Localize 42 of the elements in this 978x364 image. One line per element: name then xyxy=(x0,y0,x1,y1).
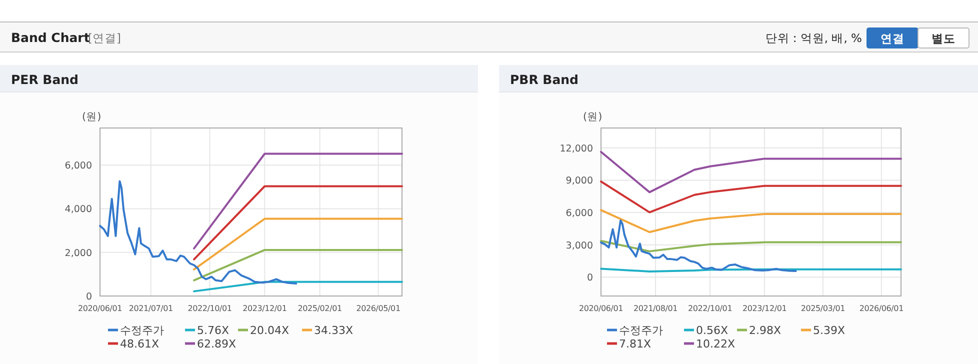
x-tick-label: 2022/10/01 xyxy=(188,304,232,313)
text: [연결] xyxy=(88,31,121,45)
legend-label: 2.98X xyxy=(749,324,782,337)
y-tick-label: 2,000 xyxy=(64,248,92,259)
legend-label: 34.33X xyxy=(314,324,354,337)
legend-label: 5.39X xyxy=(813,324,846,337)
x-tick-label: 2022/10/01 xyxy=(688,304,732,313)
legend-label: 수정주가 xyxy=(120,324,164,337)
text: Band Chart xyxy=(11,30,90,45)
x-tick-label: 2026/05/01 xyxy=(356,304,400,313)
x-tick-label: 2023/12/01 xyxy=(242,304,287,313)
legend-label: 5.76X xyxy=(197,324,230,337)
x-tick-label: 2023/12/01 xyxy=(742,304,787,313)
y-tick-label: 6,000 xyxy=(566,208,593,220)
chart-title: PER Band xyxy=(11,72,78,87)
x-tick-label: 2021/08/01 xyxy=(633,304,678,313)
x-tick-label: 2025/03/01 xyxy=(800,304,846,313)
y-tick-label: 12,000 xyxy=(560,143,593,154)
y-tick-label: 0 xyxy=(586,272,593,284)
text: 별도 xyxy=(932,32,956,46)
legend-label: 7.81X xyxy=(619,338,652,350)
x-tick-label: 2021/07/01 xyxy=(128,304,174,313)
legend-label: 48.61X xyxy=(120,338,160,350)
x-tick-label: 2026/06/01 xyxy=(859,304,904,313)
chart-title: PBR Band xyxy=(510,72,578,87)
y-tick-label: 6,000 xyxy=(64,160,92,172)
y-tick-label: 3,000 xyxy=(566,240,593,252)
y-axis-title: (원) xyxy=(583,111,602,123)
text: 단위 : 억원, 배, % xyxy=(765,31,862,45)
legend-label: 0.56X xyxy=(696,324,728,337)
legend-label: 20.04X xyxy=(250,324,290,337)
x-tick-label: 2020/06/01 xyxy=(578,304,624,313)
y-tick-label: 0 xyxy=(86,292,92,302)
y-tick-label: 9,000 xyxy=(566,176,593,187)
legend-label: 62.89X xyxy=(197,338,236,350)
text: 연결 xyxy=(880,32,904,46)
x-tick-label: 2025/02/01 xyxy=(298,304,342,313)
y-tick-label: 4,000 xyxy=(64,204,92,216)
x-tick-label: 2020/06/01 xyxy=(78,304,122,313)
legend-label: 10.22X xyxy=(696,338,736,350)
legend-label: 수정주가 xyxy=(619,324,663,337)
y-axis-title: (원) xyxy=(82,111,102,123)
